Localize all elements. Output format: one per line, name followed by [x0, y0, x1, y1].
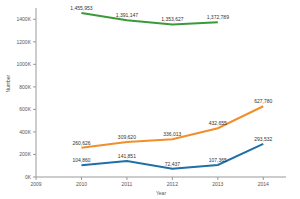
- svg-text:107,365: 107,365: [209, 157, 227, 163]
- svg-text:2013: 2013: [212, 181, 223, 187]
- svg-text:1400K: 1400K: [17, 16, 32, 22]
- svg-text:309,620: 309,620: [118, 134, 136, 140]
- svg-text:200K: 200K: [19, 151, 31, 157]
- svg-text:2014: 2014: [258, 181, 269, 187]
- svg-text:104,860: 104,860: [72, 157, 90, 163]
- svg-text:72,437: 72,437: [165, 161, 181, 167]
- svg-text:293,532: 293,532: [254, 136, 272, 142]
- svg-text:400K: 400K: [19, 129, 31, 135]
- svg-text:260,626: 260,626: [72, 140, 90, 146]
- svg-text:Year: Year: [156, 190, 166, 196]
- svg-text:2010: 2010: [76, 181, 87, 187]
- svg-text:627,780: 627,780: [254, 98, 272, 104]
- svg-text:1,353,627: 1,353,627: [161, 16, 183, 22]
- svg-text:2012: 2012: [167, 181, 178, 187]
- svg-text:2009: 2009: [30, 181, 41, 187]
- svg-text:141,851: 141,851: [118, 153, 136, 159]
- svg-text:432,655: 432,655: [209, 120, 227, 126]
- svg-text:600K: 600K: [19, 106, 31, 112]
- svg-text:1200K: 1200K: [17, 39, 32, 45]
- svg-text:0K: 0K: [25, 174, 32, 180]
- svg-text:1,455,953: 1,455,953: [70, 5, 92, 11]
- svg-text:1,391,147: 1,391,147: [116, 12, 138, 18]
- svg-text:1,372,789: 1,372,789: [207, 14, 229, 20]
- svg-text:1000K: 1000K: [17, 61, 32, 67]
- svg-text:800K: 800K: [19, 84, 31, 90]
- svg-text:336,013: 336,013: [163, 131, 181, 137]
- svg-text:Number: Number: [8, 74, 11, 92]
- svg-text:2011: 2011: [122, 181, 133, 187]
